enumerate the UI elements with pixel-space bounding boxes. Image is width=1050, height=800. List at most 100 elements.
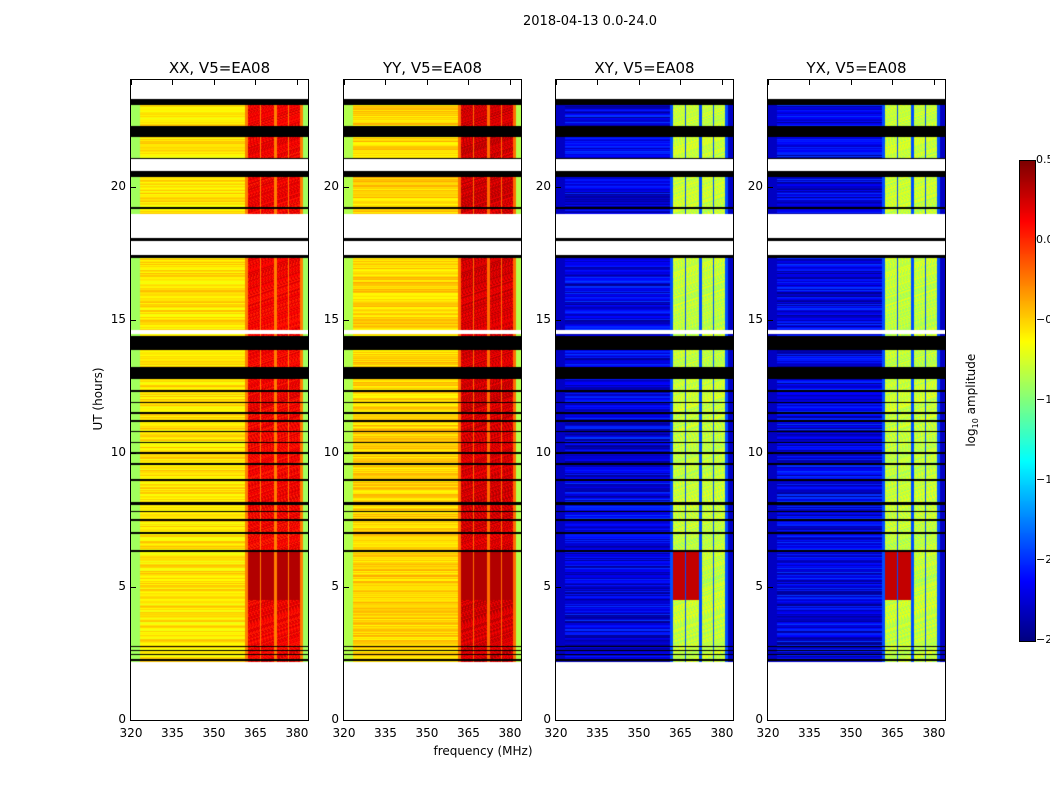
y-tick-mark <box>131 186 136 188</box>
x-tick-mark <box>296 80 298 85</box>
x-tick-mark <box>638 80 640 85</box>
y-tick-mark <box>344 586 349 588</box>
y-tick-mark <box>768 720 773 721</box>
y-axis-label: UT (hours) <box>91 367 105 431</box>
x-axis-label: frequency (MHz) <box>433 744 533 758</box>
x-tick-mark <box>426 80 428 85</box>
colorbar-tick-label: 0.0 <box>1036 233 1050 246</box>
x-tick-mark <box>509 80 511 85</box>
x-tick-mark <box>768 80 769 85</box>
y-tick-label: 0 <box>755 712 763 726</box>
x-tick-mark <box>892 80 894 85</box>
heatmap-image <box>768 80 945 720</box>
y-tick-label: 15 <box>535 312 551 326</box>
y-tick-label: 0 <box>118 712 126 726</box>
x-tick-mark <box>255 80 257 85</box>
x-tick-label: 350 <box>415 726 439 740</box>
y-tick-label: 15 <box>747 312 763 326</box>
y-tick-label: 0 <box>331 712 339 726</box>
y-tick-label: 20 <box>323 178 339 193</box>
y-tick-mark <box>556 186 561 188</box>
colorbar-tick-label: −2.0 <box>1036 553 1050 566</box>
x-tick-label: 350 <box>202 726 226 740</box>
x-tick-mark <box>213 80 215 85</box>
y-tick-mark <box>768 186 773 188</box>
x-tick-label: 380 <box>922 726 946 740</box>
x-tick-mark <box>597 80 599 85</box>
x-tick-label: 365 <box>244 726 267 740</box>
x-tick-label: 335 <box>374 726 397 740</box>
y-tick-label: 5 <box>331 578 339 593</box>
heatmap-panel <box>767 79 946 721</box>
colorbar-tick-label: −0.5 <box>1036 313 1050 326</box>
heatmap-panel <box>343 79 522 721</box>
x-tick-label: 380 <box>710 726 734 740</box>
y-tick-mark <box>344 720 349 721</box>
x-tick-label: 320 <box>119 726 143 740</box>
heatmap-panel <box>555 79 734 721</box>
x-tick-mark <box>468 80 470 85</box>
y-tick-label: 10 <box>110 445 126 460</box>
x-tick-label: 320 <box>544 726 568 740</box>
y-tick-mark <box>344 320 349 321</box>
y-tick-mark <box>131 320 136 321</box>
y-tick-mark <box>768 320 773 321</box>
x-tick-mark <box>850 80 852 85</box>
x-tick-label: 335 <box>798 726 821 740</box>
x-tick-label: 320 <box>332 726 356 740</box>
y-tick-label: 15 <box>110 312 126 326</box>
y-tick-mark <box>768 586 773 588</box>
panel-title: XY, V5=EA08 <box>594 59 695 77</box>
colorbar-tick-label: −2.5 <box>1036 633 1050 646</box>
y-tick-label: 5 <box>543 578 551 593</box>
y-tick-mark <box>344 453 349 455</box>
x-tick-label: 335 <box>161 726 184 740</box>
colorbar-tick-label: −1.0 <box>1036 393 1050 406</box>
y-tick-mark <box>556 453 561 455</box>
x-tick-mark <box>809 80 811 85</box>
y-tick-mark <box>556 586 561 588</box>
y-tick-label: 20 <box>110 178 126 193</box>
x-tick-label: 335 <box>586 726 609 740</box>
y-tick-mark <box>344 186 349 188</box>
x-tick-mark <box>680 80 682 85</box>
y-tick-label: 10 <box>323 445 339 460</box>
x-tick-label: 365 <box>881 726 904 740</box>
colorbar-tick-label: −1.5 <box>1036 473 1050 486</box>
panel-title: YX, V5=EA08 <box>806 59 907 77</box>
y-tick-mark <box>556 720 561 721</box>
y-tick-label: 0 <box>543 712 551 726</box>
panel-title: YY, V5=EA08 <box>382 59 483 77</box>
x-tick-mark <box>385 80 387 85</box>
y-tick-mark <box>768 453 773 455</box>
y-tick-mark <box>131 720 136 721</box>
x-tick-label: 380 <box>285 726 309 740</box>
x-tick-label: 365 <box>669 726 692 740</box>
y-tick-label: 15 <box>323 312 339 326</box>
heatmap-image <box>131 80 308 720</box>
heatmap-image <box>556 80 733 720</box>
x-tick-mark <box>172 80 174 85</box>
panel-title: XX, V5=EA08 <box>168 59 271 77</box>
x-tick-label: 380 <box>498 726 522 740</box>
x-tick-mark <box>556 80 557 85</box>
x-tick-label: 350 <box>627 726 651 740</box>
colorbar-label: log10 amplitude <box>963 353 981 447</box>
y-tick-label: 5 <box>118 578 126 593</box>
y-tick-label: 10 <box>747 445 763 460</box>
x-tick-mark <box>721 80 723 85</box>
y-tick-mark <box>131 453 136 455</box>
y-tick-label: 20 <box>535 178 551 193</box>
x-tick-mark <box>933 80 935 85</box>
heatmap-panel <box>130 79 309 721</box>
y-tick-mark <box>556 320 561 321</box>
x-tick-label: 365 <box>457 726 480 740</box>
x-tick-mark <box>131 80 132 85</box>
y-tick-label: 20 <box>747 178 763 193</box>
colorbar-tick-label: 0.5 <box>1036 153 1050 166</box>
figure-title: 2018-04-13 0.0-24.0 <box>523 14 657 29</box>
y-tick-label: 5 <box>755 578 763 593</box>
heatmap-image <box>344 80 521 720</box>
y-tick-mark <box>131 586 136 588</box>
x-tick-mark <box>344 80 345 85</box>
